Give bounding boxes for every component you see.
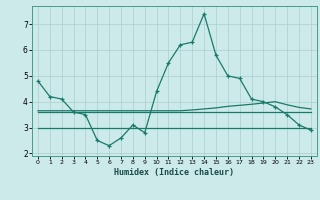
X-axis label: Humidex (Indice chaleur): Humidex (Indice chaleur)	[115, 168, 234, 177]
